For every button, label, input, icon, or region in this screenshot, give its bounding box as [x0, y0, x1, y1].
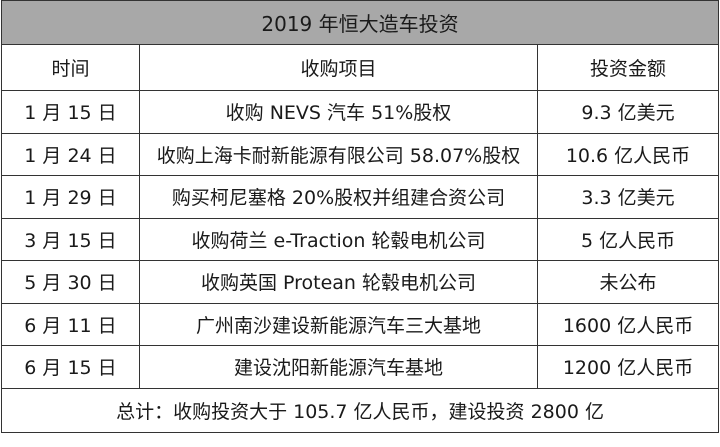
header-date: 时间	[1, 44, 140, 91]
header-project: 收购项目	[139, 44, 538, 91]
cell-project: 收购上海卡耐新能源有限公司 58.07%股权	[139, 132, 538, 176]
cell-amount: 10.6 亿人民币	[536, 132, 720, 176]
cell-project: 建设沈阳新能源汽车基地	[139, 345, 538, 389]
table-total-row: 总计：收购投资大于 105.7 亿人民币，建设投资 2800 亿	[0, 387, 720, 433]
table-header-row: 时间 收购项目 投资金额	[1, 44, 720, 91]
table-row: 6 月 15 日 建设沈阳新能源汽车基地 1200 亿人民币	[1, 345, 720, 389]
cell-project: 收购 NEVS 汽车 51%股权	[139, 90, 538, 134]
cell-project: 广州南沙建设新能源汽车三大基地	[139, 302, 538, 346]
table-row: 3 月 15 日 收购荷兰 e-Traction 轮毂电机公司 5 亿人民币	[1, 217, 720, 261]
table-row: 1 月 15 日 收购 NEVS 汽车 51%股权 9.3 亿美元	[1, 90, 720, 134]
cell-project: 收购英国 Protean 轮毂电机公司	[139, 260, 538, 304]
cell-date: 5 月 30 日	[1, 260, 140, 304]
cell-amount: 5 亿人民币	[536, 217, 720, 261]
cell-amount: 1600 亿人民币	[536, 302, 720, 346]
cell-date: 6 月 15 日	[1, 345, 140, 389]
cell-amount: 3.3 亿美元	[536, 175, 720, 219]
table-title-row: 2019 年恒大造车投资	[0, 0, 720, 45]
cell-amount: 未公布	[536, 260, 720, 304]
table-row: 6 月 11 日 广州南沙建设新能源汽车三大基地 1600 亿人民币	[1, 302, 720, 346]
cell-date: 3 月 15 日	[1, 217, 140, 261]
cell-date: 1 月 24 日	[1, 132, 140, 176]
table-title: 2019 年恒大造车投资	[0, 0, 720, 45]
cell-amount: 1200 亿人民币	[536, 345, 720, 389]
table-row: 5 月 30 日 收购英国 Protean 轮毂电机公司 未公布	[1, 260, 720, 304]
table-row: 1 月 29 日 购买柯尼塞格 20%股权并组建合资公司 3.3 亿美元	[1, 175, 720, 219]
cell-project: 购买柯尼塞格 20%股权并组建合资公司	[139, 175, 538, 219]
header-amount: 投资金额	[536, 44, 720, 91]
table-total: 总计：收购投资大于 105.7 亿人民币，建设投资 2800 亿	[0, 387, 720, 433]
cell-date: 6 月 11 日	[1, 302, 140, 346]
cell-date: 1 月 15 日	[1, 90, 140, 134]
cell-date: 1 月 29 日	[1, 175, 140, 219]
cell-project: 收购荷兰 e-Traction 轮毂电机公司	[139, 217, 538, 261]
cell-amount: 9.3 亿美元	[536, 90, 720, 134]
investment-table: 2019 年恒大造车投资 时间 收购项目 投资金额 1 月 15 日 收购 NE…	[0, 0, 720, 433]
table-row: 1 月 24 日 收购上海卡耐新能源有限公司 58.07%股权 10.6 亿人民…	[1, 132, 720, 176]
